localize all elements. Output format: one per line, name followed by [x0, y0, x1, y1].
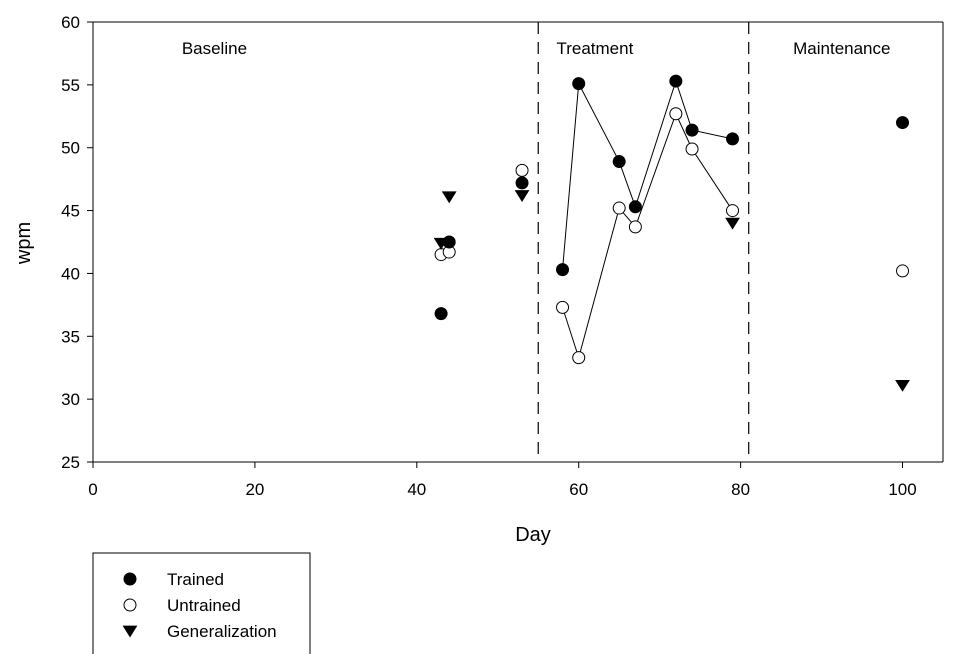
- y-tick-label: 50: [61, 139, 80, 158]
- data-point-untrained: [685, 142, 699, 156]
- data-point-untrained: [572, 351, 586, 365]
- data-point-untrained: [123, 598, 137, 612]
- y-axis-title: wpm: [13, 222, 35, 265]
- y-tick-label: 25: [61, 453, 80, 472]
- legend-label: Trained: [167, 570, 224, 589]
- phase-label: Baseline: [182, 39, 247, 58]
- data-point-untrained: [515, 163, 529, 177]
- legend-label: Generalization: [167, 622, 277, 641]
- x-tick-label: 60: [569, 480, 588, 499]
- x-tick-label: 20: [245, 480, 264, 499]
- data-point-generalization: [895, 379, 910, 392]
- data-point-untrained: [556, 300, 570, 314]
- phase-label: Maintenance: [793, 39, 890, 58]
- data-point-generalization: [514, 190, 530, 202]
- data-point-generalization: [441, 191, 457, 204]
- data-point-trained: [442, 235, 456, 249]
- y-tick-label: 55: [61, 76, 80, 95]
- phase-labels: Baseline Treatment Maintenance: [182, 39, 891, 58]
- data-point-trained: [123, 572, 137, 586]
- data-point-trained: [515, 176, 529, 190]
- data-point-trained: [612, 155, 626, 169]
- data-point-untrained: [628, 220, 642, 234]
- legend-box: [92, 552, 311, 654]
- y-tick-label: 35: [61, 327, 80, 346]
- legend-label: Untrained: [167, 596, 241, 615]
- y-tick-label: 60: [61, 13, 80, 32]
- phase-label: Treatment: [556, 39, 633, 58]
- series-lines: [562, 79, 733, 360]
- data-point-trained: [896, 116, 910, 130]
- data-point-generalization: [725, 217, 740, 230]
- axes: 25 30 35 40 45 50 55 60 0 20 40 60 80 100: [61, 13, 944, 499]
- data-point-trained: [669, 74, 683, 88]
- data-point-untrained: [612, 201, 626, 215]
- data-point-untrained: [896, 264, 910, 278]
- data-point-untrained: [669, 107, 683, 121]
- legend: Trained Untrained Generalization: [92, 552, 311, 654]
- x-tick-label: 100: [888, 480, 916, 499]
- legend-items: Trained Untrained Generalization: [122, 570, 277, 641]
- markers: [433, 74, 910, 392]
- x-tick-label: 0: [88, 480, 97, 499]
- data-point-trained: [685, 123, 699, 137]
- y-tick-label: 45: [61, 202, 80, 221]
- x-tick-label: 40: [407, 480, 426, 499]
- phase-lines: [537, 22, 750, 462]
- data-point-trained: [628, 200, 642, 214]
- series-line-untrained: [562, 112, 733, 360]
- data-point-untrained: [726, 204, 740, 218]
- y-tick-label: 30: [61, 390, 80, 409]
- data-point-trained: [572, 77, 586, 91]
- series-line-trained: [562, 79, 733, 270]
- x-tick-label: 80: [731, 480, 750, 499]
- data-point-trained: [726, 132, 740, 146]
- data-point-trained: [434, 307, 448, 321]
- x-axis-title: Day: [515, 524, 551, 546]
- y-tick-label: 40: [61, 264, 80, 283]
- data-point-generalization: [122, 625, 138, 638]
- data-point-trained: [556, 263, 570, 277]
